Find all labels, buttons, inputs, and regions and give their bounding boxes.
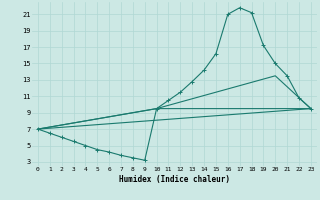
X-axis label: Humidex (Indice chaleur): Humidex (Indice chaleur): [119, 175, 230, 184]
